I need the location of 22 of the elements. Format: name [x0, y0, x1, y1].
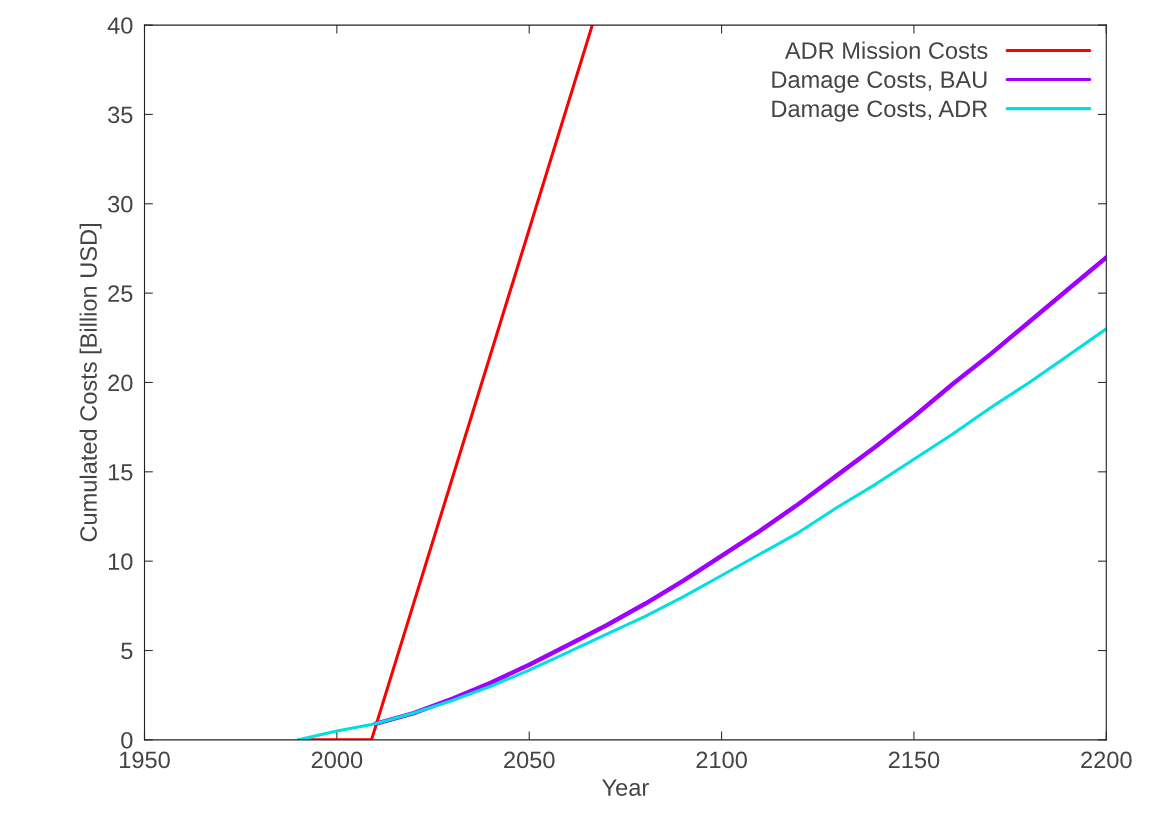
y-tick-label: 5	[121, 642, 133, 660]
y-tick-label: 0	[121, 731, 133, 749]
y-tick-label: 10	[108, 553, 133, 570]
x-tick-label: 1950	[120, 751, 170, 769]
y-tick-label: 15	[108, 464, 133, 481]
legend-label: Damage Costs, ADR	[772, 100, 988, 122]
x-axis-title: Year	[602, 779, 649, 796]
line-series	[296, 327, 1107, 740]
x-tick-label: 2100	[696, 751, 747, 769]
line-series	[373, 255, 1107, 726]
y-tick-label: 40	[107, 17, 133, 34]
x-tick-label: 2200	[1081, 751, 1132, 769]
y-tick-label: 20	[108, 374, 133, 392]
y-tick-label: 25	[108, 285, 133, 302]
legend-label: ADR Mission Costs	[784, 41, 988, 59]
x-tick-label: 2000	[311, 751, 363, 769]
y-tick-label: 30	[108, 195, 133, 213]
y-axis-title: Cumulated Costs [Billion USD]	[79, 224, 102, 542]
y-tick-label: 35	[108, 106, 133, 124]
x-tick-label: 2150	[888, 751, 940, 769]
legend-label: Damage Costs, BAU	[772, 71, 987, 93]
x-tick-label: 2050	[504, 751, 555, 769]
